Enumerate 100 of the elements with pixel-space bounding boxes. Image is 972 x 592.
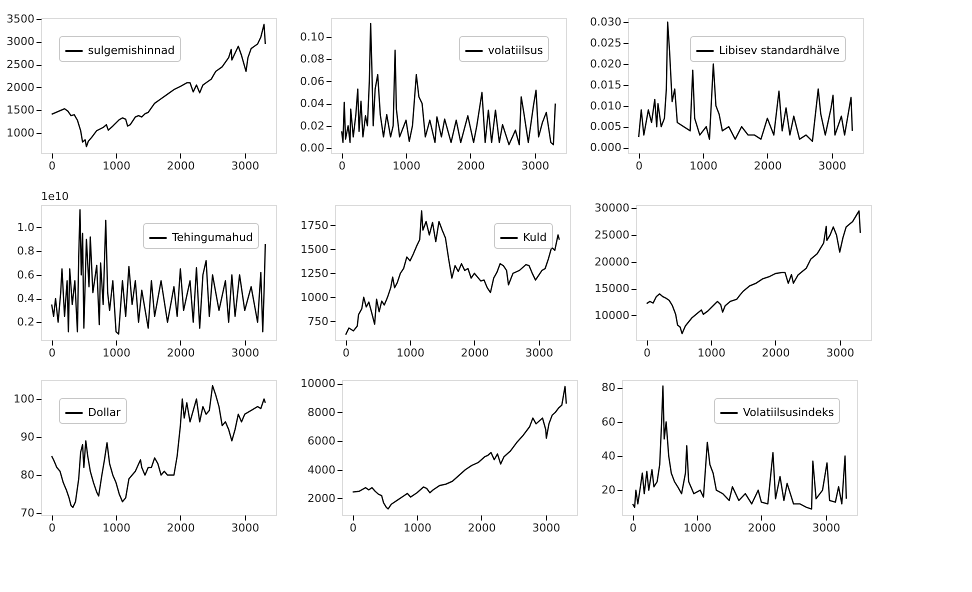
y-tick-label: 0.10 [300,30,324,44]
line-series [51,385,266,508]
y-tick-label: 2000 [308,492,336,505]
x-tick-label: 1000 [102,346,131,360]
x-tick-label: 0 [48,522,56,534]
x-tick-label: 3000 [818,160,846,172]
x-tick-label: 2000 [468,522,496,534]
x-tick-label: 1000 [684,522,712,534]
x-tick-label: 2000 [166,346,195,360]
x-tick-label: 0 [338,160,346,172]
legend-label: Volatiilsusindeks [743,406,834,419]
y-tick-label: 0.4 [17,292,34,306]
y-tick-label: 0.015 [590,78,622,92]
y-tick-label: 20 [602,484,616,497]
x-tick-label: 2000 [754,160,782,172]
y-tick-label: 1500 [300,242,328,256]
y-tick-label: 8000 [308,406,336,419]
x-tick-label: 3000 [826,346,854,360]
x-tick-label: 3000 [231,522,260,534]
line-series [646,210,861,334]
y-tick-label: 90 [20,430,34,444]
x-tick-label: 3000 [525,346,554,360]
line-series [51,209,266,335]
x-tick-label: 1000 [396,346,425,360]
y-tick-label: 2000 [6,80,34,94]
y-tick-label: 4000 [308,463,336,476]
y-tick-label: 750 [308,314,328,328]
x-tick-label: 0 [342,346,350,360]
y-tick-label: 25000 [594,228,630,242]
y-tick-label: 0.025 [590,36,622,50]
y-tick-label: 2500 [6,58,34,72]
x-tick-label: 2000 [456,160,485,172]
y-tick-label: 30000 [594,202,630,215]
x-tick-label: 0 [350,522,357,534]
x-tick-label: 2000 [166,160,195,172]
x-tick-label: 3000 [231,160,260,172]
x-tick-label: 3000 [231,346,260,360]
y-tick-label: 6000 [308,434,336,448]
x-tick-label: 2000 [748,522,776,534]
y-tick-label: 0.04 [300,97,324,110]
x-tick-label: 3000 [532,522,560,534]
legend-label: Libisev standardhälve [719,44,840,57]
y-tick-label: 1250 [300,266,328,280]
y-tick-label: 1500 [6,104,34,117]
y-tick-label: 0.020 [590,57,622,70]
y-tick-label: 70 [20,506,34,520]
y-tick-label: 20000 [594,255,630,268]
x-tick-label: 1000 [102,522,131,534]
y-tick-label: 100 [14,392,34,406]
legend-label: Kuld [523,231,547,244]
y-tick-label: 0.030 [590,16,622,29]
y-tick-label: 0.2 [17,316,34,329]
x-tick-label: 1000 [392,160,421,172]
x-tick-label: 0 [630,522,637,534]
y-tick-label: 0.8 [17,244,34,258]
x-tick-label: 0 [644,346,651,360]
y-tick-label: 1.0 [17,221,34,234]
y-tick-label: 60 [602,415,616,428]
x-tick-label: 1000 [698,346,726,360]
x-tick-label: 0 [48,346,56,360]
line-series [345,210,560,336]
y-tick-label: 0.02 [300,119,324,132]
x-tick-label: 2000 [460,346,489,360]
y-tick-label: 1000 [300,290,328,304]
line-series [632,385,847,510]
x-tick-label: 0 [636,160,643,172]
y-tick-label: 0.005 [590,120,622,134]
x-tick-label: 3000 [812,522,840,534]
y-tick-label: 0.08 [300,52,324,66]
x-tick-label: 0 [48,160,56,172]
y-tick-label: 1000 [6,126,34,140]
x-tick-label: 3000 [521,160,550,172]
x-tick-label: 1000 [102,160,131,172]
legend-label: Dollar [88,406,122,419]
line-series [51,24,266,148]
x-tick-label: 2000 [166,522,195,534]
x-tick-label: 1000 [404,522,432,534]
line-series [638,22,853,142]
y-tick-label: 3000 [6,35,34,48]
x-tick-label: 1000 [690,160,718,172]
y-tick-label: 1750 [300,218,328,232]
y-tick-label: 0.000 [590,141,622,154]
y-tick-label: 0.00 [300,142,324,154]
legend-label: Tehingumahud [171,231,253,244]
line-series [341,22,556,146]
y-tick-label: 10000 [300,377,336,390]
legend-label: volatiilsus [488,44,544,57]
text: 1e10 [41,190,69,203]
legend-label: sulgemishinnad [88,44,175,57]
y-tick-label: 0.010 [590,99,622,112]
y-tick-label: 80 [20,468,34,482]
y-tick-label: 40 [602,450,616,463]
y-tick-label: 0.06 [300,74,324,88]
y-tick-label: 10000 [594,308,630,322]
y-tick-label: 0.6 [17,268,34,282]
x-tick-label: 2000 [762,346,790,360]
line-series [352,386,567,510]
y-tick-label: 3500 [6,12,34,26]
y-tick-label: 80 [602,381,616,394]
y-tick-label: 15000 [594,282,630,296]
